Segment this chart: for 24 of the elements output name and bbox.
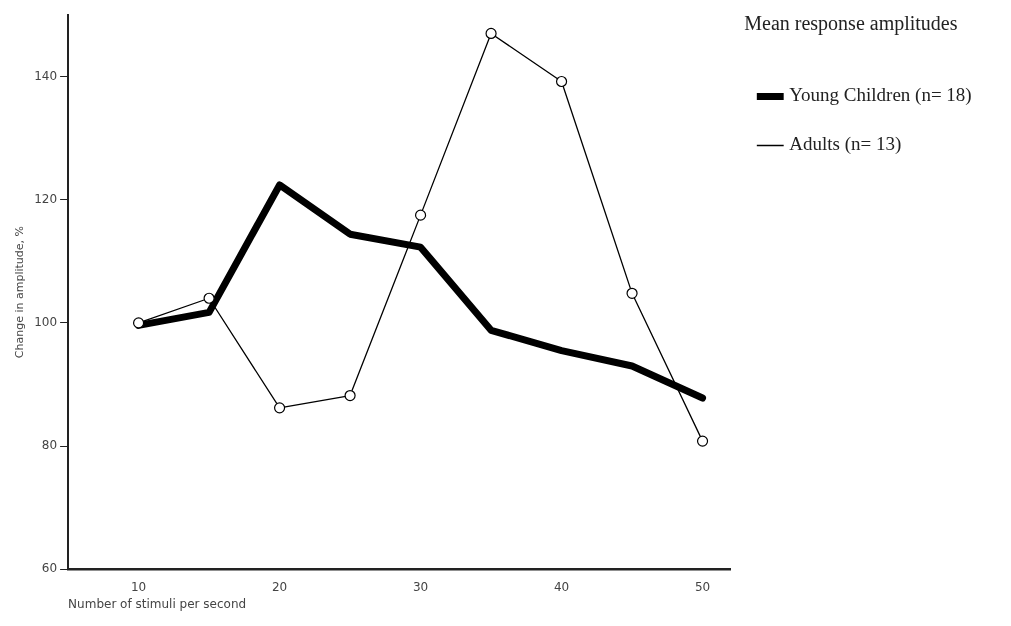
point <box>273 402 286 414</box>
x-axis-title: Number of stimuli per second <box>68 596 247 611</box>
point <box>626 287 638 299</box>
x-tick-label: 50 <box>694 579 711 594</box>
point <box>696 435 709 447</box>
y-tick-label: 100 <box>34 315 58 330</box>
point <box>203 292 215 304</box>
y-axis-title: Change in amplitude, % <box>13 226 27 359</box>
y-tick-label: 120 <box>34 191 58 206</box>
y-tick-label: 80 <box>41 438 58 453</box>
legend-label: Adults (n= 13) <box>789 133 902 156</box>
point <box>555 75 568 88</box>
point <box>344 389 356 402</box>
x-tick-label: 10 <box>130 579 147 594</box>
point <box>133 317 145 329</box>
x-tick-label: 20 <box>271 579 288 594</box>
y-tick-label: 140 <box>34 68 58 83</box>
point <box>485 27 497 40</box>
legend-title: Mean response amplitudes <box>744 12 958 36</box>
legend-label: Young Children (n= 18) <box>789 84 972 107</box>
x-tick-label: 30 <box>412 579 429 594</box>
x-tick-label: 40 <box>553 579 570 594</box>
point <box>414 209 427 221</box>
y-tick-label: 60 <box>41 561 58 576</box>
